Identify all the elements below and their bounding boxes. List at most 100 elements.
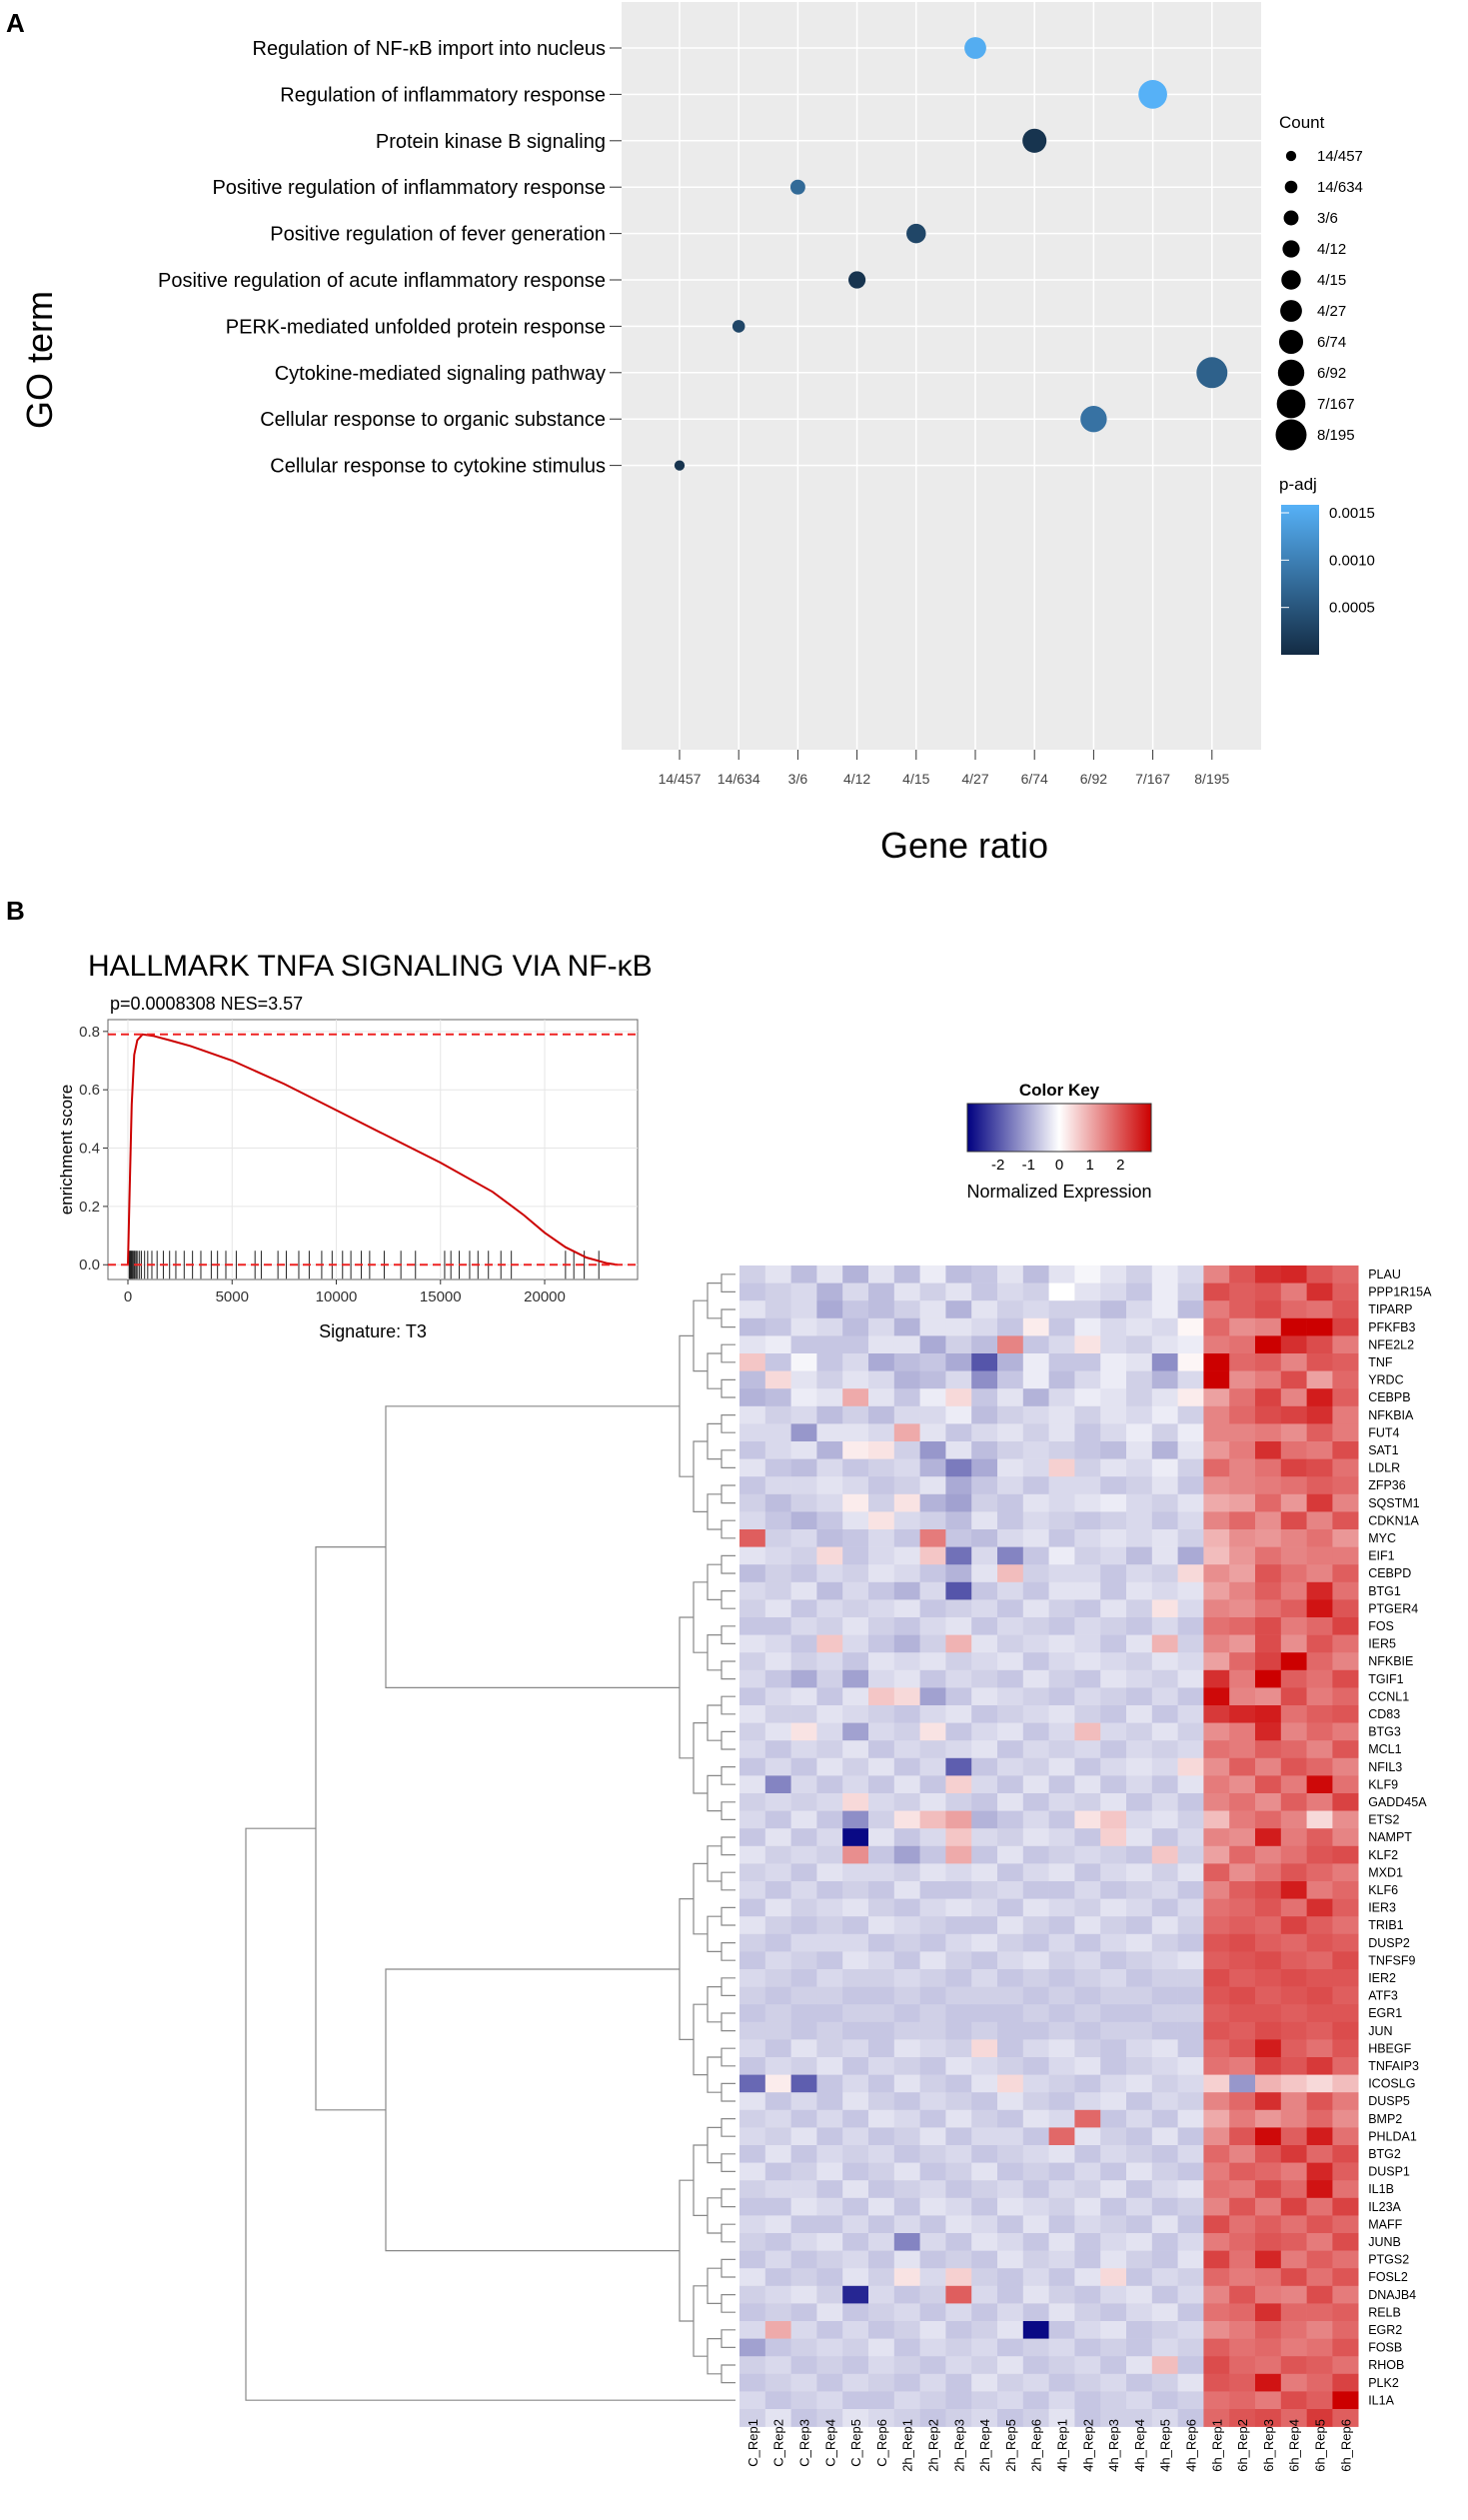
heatmap-cell: [893, 2409, 920, 2427]
heatmap-cell: [1151, 1722, 1178, 1741]
heatmap-cell: [816, 2074, 843, 2093]
heatmap-cell: [997, 2145, 1024, 2163]
row-dendrogram: [245, 1273, 735, 2401]
heatmap-cell: [1022, 2021, 1049, 2040]
heatmap-cell: [1255, 2268, 1282, 2287]
heatmap-cell: [764, 1652, 791, 1671]
heatmap-cell: [1151, 1405, 1178, 1424]
heatmap-cell: [1280, 2373, 1307, 2392]
heatmap-cell: [790, 2197, 817, 2216]
heatmap-cell: [1203, 1898, 1230, 1917]
heatmap-cell: [816, 1828, 843, 1847]
heatmap-cell: [893, 1810, 920, 1829]
heatmap-cell: [1022, 1335, 1049, 1354]
heatmap-cell: [1048, 2373, 1075, 2392]
gene-label: BTG3: [1368, 1725, 1401, 1739]
heatmap-cell: [945, 1986, 972, 2005]
heatmap-cell: [919, 1441, 946, 1459]
heatmap-cell: [1203, 2409, 1230, 2427]
heatmap-cell: [945, 1881, 972, 1899]
heatmap-cell: [1280, 1634, 1307, 1653]
heatmap-cell: [868, 2285, 895, 2304]
heatmap-cell: [1280, 2268, 1307, 2287]
heatmap-cell: [868, 1564, 895, 1583]
heatmap-cell: [816, 2127, 843, 2146]
heatmap-cell: [919, 1669, 946, 1688]
heatmap-cell: [1100, 2373, 1127, 2392]
heatmap-cell: [893, 2180, 920, 2199]
heatmap-cell: [1255, 2215, 1282, 2234]
gene-label: FOSB: [1368, 2341, 1402, 2355]
heatmap-cell: [790, 1986, 817, 2005]
heatmap-cell: [1074, 2233, 1101, 2251]
heatmap-cell: [1306, 1300, 1333, 1319]
heatmap-cell: [893, 1423, 920, 1442]
heatmap-cell: [868, 2092, 895, 2111]
gene-label: IER2: [1368, 1971, 1396, 1985]
heatmap-cell: [1203, 2162, 1230, 2181]
heatmap-cell: [893, 1581, 920, 1600]
gene-label: NFE2L2: [1368, 1337, 1414, 1351]
heatmap-cell: [842, 1546, 869, 1565]
heatmap-cell: [945, 2285, 972, 2304]
dendrogram-branch: [707, 2267, 722, 2304]
heatmap-cell: [1022, 1969, 1049, 1987]
heatmap-cell: [739, 1669, 766, 1688]
heatmap-cell: [764, 1687, 791, 1706]
heatmap-cell: [816, 1317, 843, 1336]
heatmap-cell: [790, 1722, 817, 1741]
heatmap-cell: [1332, 1845, 1359, 1864]
heatmap-cell: [945, 2162, 972, 2181]
gsea-y-tick-label: 0.2: [79, 1199, 100, 1216]
heatmap-cell: [919, 2109, 946, 2128]
heatmap-cell: [1048, 2250, 1075, 2269]
heatmap-cell: [971, 1353, 998, 1371]
heatmap-cell: [1306, 1845, 1333, 1864]
heatmap-cell: [868, 2074, 895, 2093]
heatmap-cell: [1229, 1617, 1256, 1635]
heatmap-cell: [1332, 1617, 1359, 1635]
heatmap-cell: [842, 1441, 869, 1459]
heatmap-cell: [1229, 1969, 1256, 1987]
heatmap-cell: [790, 1845, 817, 1864]
heatmap-cell: [1229, 1722, 1256, 1741]
heatmap-cell: [1255, 2162, 1282, 2181]
heatmap-cell: [1126, 1634, 1153, 1653]
heatmap-cell: [1332, 2268, 1359, 2287]
heatmap-cell: [971, 1282, 998, 1301]
heatmap-cell: [868, 1652, 895, 1671]
heatmap-cell: [868, 1740, 895, 1759]
heatmap-cell: [1074, 1546, 1101, 1565]
heatmap-cell: [1280, 1669, 1307, 1688]
heatmap-cell: [1229, 2180, 1256, 2199]
heatmap-cell: [1255, 1564, 1282, 1583]
heatmap-cell: [971, 2145, 998, 2163]
dendrogram-branch: [693, 1862, 708, 1935]
heatmap-cell: [764, 1546, 791, 1565]
heatmap-cell: [1255, 1881, 1282, 1899]
heatmap-cell: [1229, 1282, 1256, 1301]
dendrogram-branch: [721, 1484, 735, 1504]
heatmap-cell: [893, 1757, 920, 1776]
heatmap-cell: [1203, 2356, 1230, 2375]
heatmap-cell: [1151, 1335, 1178, 1354]
heatmap-cell: [1332, 1722, 1359, 1741]
dendrogram-branch: [707, 1774, 722, 1812]
heatmap-cell: [945, 1722, 972, 1741]
heatmap-cell: [764, 2391, 791, 2410]
heatmap-cell: [1203, 1986, 1230, 2005]
heatmap-cell: [816, 1476, 843, 1495]
heatmap-cell: [1151, 1441, 1178, 1459]
heatmap-cell: [1280, 2250, 1307, 2269]
heatmap-cell: [1229, 2356, 1256, 2375]
gene-label: NFKBIE: [1368, 1654, 1413, 1668]
heatmap-cell: [893, 1863, 920, 1882]
heatmap-cell: [945, 1317, 972, 1336]
heatmap-cell: [1074, 1898, 1101, 1917]
heatmap-cell: [1255, 1529, 1282, 1547]
heatmap-cell: [1100, 1669, 1127, 1688]
heatmap-cell: [1151, 1898, 1178, 1917]
heatmap-cell: [764, 2074, 791, 2093]
sample-label: 4h_Rep5: [1158, 2419, 1173, 2472]
heatmap-cell: [1203, 1951, 1230, 1970]
